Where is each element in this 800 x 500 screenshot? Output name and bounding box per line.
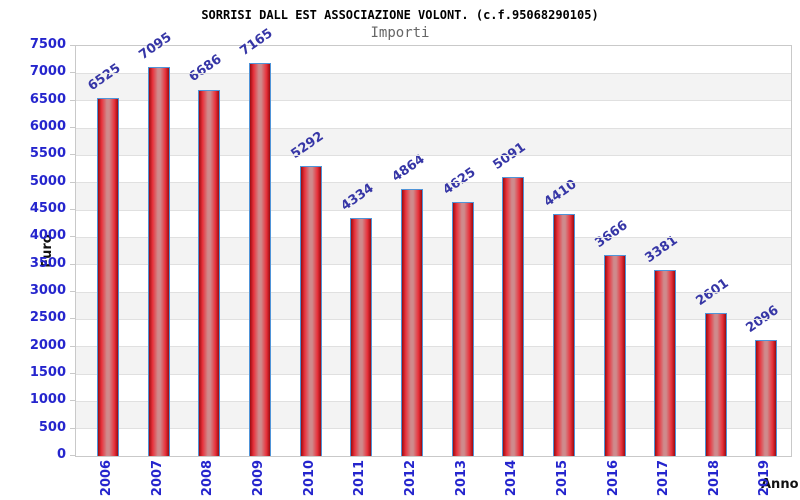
bar bbox=[552, 213, 575, 456]
bar bbox=[198, 89, 221, 456]
y-tick-mark bbox=[70, 318, 75, 320]
y-tick-mark bbox=[70, 99, 75, 101]
y-tick-mark bbox=[70, 181, 75, 183]
plot-area bbox=[75, 45, 792, 457]
plot-band bbox=[76, 428, 791, 456]
plot-band bbox=[76, 46, 791, 74]
y-tick-mark bbox=[70, 127, 75, 128]
plot-band bbox=[76, 319, 791, 347]
gridline bbox=[76, 100, 791, 102]
y-tick-mark bbox=[70, 400, 75, 402]
gridline bbox=[76, 154, 791, 156]
y-tick-label: 4500 bbox=[29, 201, 66, 216]
x-tick-label: 2009 bbox=[250, 459, 266, 497]
y-tick-label: 1500 bbox=[29, 365, 66, 380]
plot-band bbox=[76, 155, 791, 183]
x-tick-label: 2015 bbox=[554, 459, 570, 497]
y-tick-label: 7000 bbox=[29, 64, 66, 80]
bar bbox=[755, 340, 778, 456]
x-tick-label: 2013 bbox=[453, 459, 469, 497]
gridline bbox=[76, 127, 791, 129]
plot-band bbox=[76, 374, 791, 402]
bar bbox=[704, 312, 727, 456]
chart-subtitle: Importi bbox=[370, 25, 430, 41]
y-tick-mark bbox=[70, 45, 75, 46]
x-tick-label: 2006 bbox=[99, 459, 114, 497]
y-tick-mark bbox=[70, 72, 75, 74]
x-tick-label: 2011 bbox=[352, 459, 368, 497]
gridline bbox=[76, 72, 791, 74]
y-tick-label: 5500 bbox=[29, 146, 66, 162]
y-tick-label: 0 bbox=[56, 447, 66, 462]
plot-band bbox=[76, 401, 791, 429]
bar bbox=[451, 202, 474, 456]
y-tick-mark bbox=[70, 427, 75, 429]
gridline bbox=[76, 400, 791, 402]
y-tick-label: 5000 bbox=[29, 173, 66, 189]
y-tick-label: 500 bbox=[38, 419, 66, 435]
y-tick-mark bbox=[70, 291, 75, 292]
y-tick-mark bbox=[70, 345, 75, 347]
x-tick-label: 2012 bbox=[402, 459, 418, 497]
y-tick-label: 3000 bbox=[29, 283, 66, 298]
y-tick-label: 7500 bbox=[29, 37, 66, 52]
plot-band bbox=[76, 210, 791, 238]
plot-band bbox=[76, 237, 791, 265]
plot-band bbox=[76, 73, 791, 101]
gridline bbox=[76, 264, 791, 266]
gridline bbox=[76, 182, 791, 184]
x-tick-label: 2008 bbox=[200, 459, 216, 497]
plot-band bbox=[76, 182, 791, 210]
y-tick-mark bbox=[70, 209, 75, 210]
bar bbox=[350, 218, 373, 456]
y-tick-mark bbox=[70, 455, 75, 456]
y-tick-label: 2000 bbox=[29, 337, 66, 353]
chart-title: SORRISI DALL EST ASSOCIAZIONE VOLONT. (c… bbox=[201, 8, 599, 22]
bar bbox=[299, 165, 322, 456]
x-tick-label: 2019 bbox=[757, 459, 773, 497]
y-tick-mark bbox=[70, 154, 75, 156]
bar bbox=[400, 189, 423, 456]
plot-band bbox=[76, 346, 791, 374]
x-tick-label: 2017 bbox=[656, 459, 672, 497]
plot-band bbox=[76, 100, 791, 128]
y-tick-mark bbox=[70, 236, 75, 238]
bar bbox=[147, 67, 170, 456]
y-tick-mark bbox=[70, 373, 75, 374]
bar bbox=[603, 254, 626, 456]
plot-band bbox=[76, 128, 791, 156]
plot-band bbox=[76, 292, 791, 320]
y-tick-label: 6500 bbox=[29, 91, 66, 107]
bar bbox=[248, 63, 271, 456]
bar bbox=[654, 270, 677, 456]
gridline bbox=[76, 428, 791, 430]
x-axis-title: Anno bbox=[761, 477, 799, 492]
y-tick-mark bbox=[70, 263, 75, 265]
gridline bbox=[76, 236, 791, 238]
gridline bbox=[76, 373, 791, 375]
x-tick-label: 2007 bbox=[149, 459, 165, 497]
gridline bbox=[76, 346, 791, 348]
x-tick-label: 2016 bbox=[605, 459, 621, 497]
x-tick-label: 2010 bbox=[301, 459, 317, 497]
gridline bbox=[76, 209, 791, 211]
bar bbox=[502, 176, 525, 456]
y-tick-label: 1000 bbox=[29, 392, 66, 408]
x-tick-label: 2018 bbox=[706, 459, 722, 497]
y-tick-label: 2500 bbox=[29, 310, 66, 326]
y-tick-label: 3500 bbox=[29, 255, 66, 271]
gridline bbox=[76, 291, 791, 293]
x-tick-label: 2014 bbox=[504, 459, 520, 497]
plot-band bbox=[76, 264, 791, 292]
y-tick-label: 6000 bbox=[29, 119, 66, 134]
y-tick-label: 4000 bbox=[29, 228, 66, 244]
gridline bbox=[76, 318, 791, 320]
bar bbox=[97, 98, 119, 456]
